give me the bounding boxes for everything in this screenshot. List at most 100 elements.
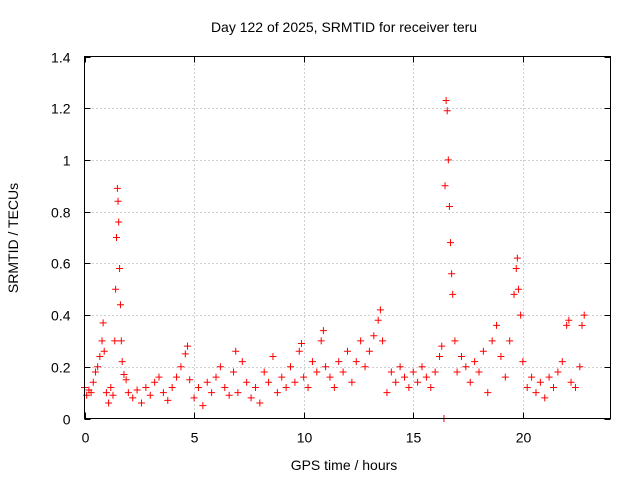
- data-point: [91, 368, 99, 376]
- data-point: [212, 373, 220, 381]
- data-point: [563, 321, 571, 329]
- data-point: [122, 376, 130, 384]
- data-point: [383, 389, 391, 397]
- data-point: [181, 350, 189, 358]
- data-point: [447, 239, 455, 247]
- data-point: [431, 368, 439, 376]
- data-point: [484, 389, 492, 397]
- x-tick-label: 0: [82, 430, 90, 446]
- data-point: [234, 389, 242, 397]
- data-point: [304, 383, 312, 391]
- y-tick-label: 1.2: [51, 101, 71, 117]
- data-point: [514, 285, 522, 293]
- data-point: [151, 378, 159, 386]
- data-point: [528, 373, 536, 381]
- data-point: [98, 337, 106, 345]
- data-point: [567, 378, 575, 386]
- data-point: [436, 352, 444, 360]
- data-point: [107, 383, 115, 391]
- data-point: [541, 394, 549, 402]
- data-point: [319, 327, 327, 335]
- data-point: [545, 373, 553, 381]
- data-point: [102, 389, 110, 397]
- data-point: [221, 383, 229, 391]
- plot-frame: [84, 56, 611, 419]
- data-point: [361, 363, 369, 371]
- data-point: [479, 347, 487, 355]
- y-tick-label: 0.6: [51, 256, 71, 272]
- data-point: [512, 265, 520, 273]
- data-point: [300, 373, 308, 381]
- data-point: [449, 290, 457, 298]
- data-point: [409, 368, 417, 376]
- data-point: [493, 321, 501, 329]
- data-point: [256, 399, 264, 407]
- data-point: [501, 373, 509, 381]
- data-point: [155, 373, 163, 381]
- data-point: [265, 378, 273, 386]
- data-point: [114, 197, 122, 205]
- data-point: [273, 389, 281, 397]
- data-point: [295, 347, 303, 355]
- data-point: [339, 368, 347, 376]
- y-tick-label: 0.4: [51, 308, 71, 324]
- data-point: [457, 352, 465, 360]
- data-point: [269, 352, 277, 360]
- data-point: [173, 373, 181, 381]
- data-point: [199, 402, 207, 410]
- data-point: [190, 394, 198, 402]
- data-point: [517, 311, 525, 319]
- data-point: [396, 363, 404, 371]
- data-point: [497, 352, 505, 360]
- data-point: [159, 389, 167, 397]
- data-point: [297, 340, 305, 348]
- data-point: [89, 378, 97, 386]
- points-layer: [81, 96, 588, 422]
- grid-layer: [84, 56, 611, 419]
- y-tick-label: 1: [63, 153, 71, 169]
- data-point: [578, 321, 586, 329]
- data-point: [558, 358, 566, 366]
- x-tick-label: 5: [191, 430, 199, 446]
- data-point: [109, 391, 117, 399]
- data-point: [576, 363, 584, 371]
- data-point: [203, 378, 211, 386]
- data-point: [444, 156, 452, 164]
- data-point: [330, 383, 338, 391]
- data-point: [536, 378, 544, 386]
- x-tick-label: 20: [516, 430, 532, 446]
- data-point: [313, 368, 321, 376]
- y-tick-label: 1.4: [51, 50, 71, 66]
- data-point: [418, 363, 426, 371]
- data-point: [260, 368, 268, 376]
- data-point: [462, 363, 470, 371]
- data-point: [488, 337, 496, 345]
- data-point: [352, 358, 360, 366]
- x-tick-label: 15: [406, 430, 422, 446]
- x-axis-label: GPS time / hours: [291, 457, 398, 473]
- data-point: [451, 337, 459, 345]
- y-axis-label: SRMTID / TECUs: [5, 183, 21, 293]
- data-point: [177, 363, 185, 371]
- data-point: [142, 383, 150, 391]
- data-point: [519, 358, 527, 366]
- data-point: [374, 316, 382, 324]
- data-point: [118, 358, 126, 366]
- data-point: [99, 319, 107, 327]
- data-point: [513, 254, 521, 262]
- data-point: [400, 373, 408, 381]
- data-point: [194, 383, 202, 391]
- data-point: [580, 311, 588, 319]
- data-point: [322, 363, 330, 371]
- data-point: [100, 347, 108, 355]
- data-point: [111, 337, 119, 345]
- data-point: [405, 383, 413, 391]
- data-point: [422, 373, 430, 381]
- data-point: [105, 399, 113, 407]
- data-point: [96, 352, 104, 360]
- data-point: [168, 383, 176, 391]
- data-point: [357, 337, 365, 345]
- data-point: [116, 301, 124, 309]
- data-point: [117, 337, 125, 345]
- data-point: [247, 394, 255, 402]
